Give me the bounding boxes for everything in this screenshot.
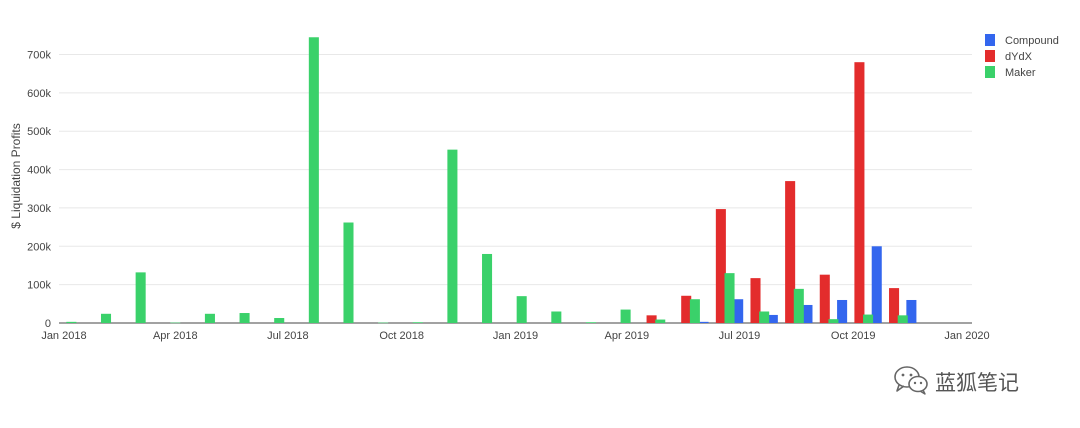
x-tick-label: Oct 2019 xyxy=(831,330,876,342)
watermark: 蓝狐笔记 xyxy=(893,364,1019,400)
bar-maker[interactable] xyxy=(412,322,423,323)
x-tick-label: Jan 2018 xyxy=(41,330,86,342)
bar-maker[interactable] xyxy=(66,321,77,323)
bar-compound[interactable] xyxy=(871,246,882,323)
y-axis-title: $ Liquidation Profits xyxy=(9,123,23,228)
y-tick-label: 700k xyxy=(27,50,51,62)
x-axis: Jan 2018 Apr 2018 Jul 2018 Oct 2018 Jan 2019… xyxy=(41,330,989,342)
y-tick-label: 100k xyxy=(27,280,51,292)
bar-maker[interactable] xyxy=(689,299,700,323)
bar-dydx[interactable] xyxy=(750,278,761,323)
bars xyxy=(66,37,917,324)
legend-label-dydx[interactable]: dYdX xyxy=(1005,51,1033,63)
y-axis: 0 100k 200k 300k 400k 500k 600k 700k xyxy=(27,50,51,330)
x-tick-label: Apr 2018 xyxy=(153,330,198,342)
wechat-icon xyxy=(893,365,929,400)
y-tick-label: 600k xyxy=(27,88,51,100)
bar-dydx[interactable] xyxy=(819,274,830,323)
x-tick-label: Jul 2018 xyxy=(267,330,309,342)
legend: Compound dYdX Maker xyxy=(985,34,1059,79)
watermark-text: 蓝狐笔记 xyxy=(935,371,1019,395)
bar-maker[interactable] xyxy=(759,311,770,323)
y-tick-label: 300k xyxy=(27,203,51,215)
legend-label-compound[interactable]: Compound xyxy=(1005,35,1059,47)
bar-maker[interactable] xyxy=(585,322,596,323)
bar-maker[interactable] xyxy=(551,311,562,323)
legend-label-maker[interactable]: Maker xyxy=(1005,67,1036,79)
y-tick-label: 500k xyxy=(27,126,51,138)
bar-dydx[interactable] xyxy=(681,295,692,323)
bar-compound[interactable] xyxy=(767,314,778,323)
legend-swatch-compound[interactable] xyxy=(985,34,995,46)
bar-maker[interactable] xyxy=(482,253,493,323)
bar-maker[interactable] xyxy=(274,318,285,323)
y-tick-label: 200k xyxy=(27,241,51,253)
bar-compound[interactable] xyxy=(837,299,848,323)
bar-maker[interactable] xyxy=(170,322,181,324)
bar-compound[interactable] xyxy=(802,304,813,323)
bar-maker[interactable] xyxy=(135,272,146,323)
x-tick-label: Jan 2020 xyxy=(944,330,989,342)
bar-maker[interactable] xyxy=(863,314,874,323)
bar-dydx[interactable] xyxy=(646,315,657,323)
bar-maker[interactable] xyxy=(447,149,458,323)
legend-swatch-maker[interactable] xyxy=(985,66,995,78)
bar-maker[interactable] xyxy=(655,319,666,323)
bar-maker[interactable] xyxy=(516,296,527,323)
bar-maker[interactable] xyxy=(343,222,354,323)
bar-compound[interactable] xyxy=(906,299,917,323)
bar-maker[interactable] xyxy=(239,313,250,323)
bar-maker[interactable] xyxy=(828,319,839,323)
bar-maker[interactable] xyxy=(378,322,389,324)
bar-dydx[interactable] xyxy=(785,181,796,323)
gridlines xyxy=(59,54,972,324)
bar-maker[interactable] xyxy=(897,315,908,323)
bar-maker[interactable] xyxy=(100,313,112,323)
bar-maker[interactable] xyxy=(308,37,319,324)
bar-maker[interactable] xyxy=(793,288,804,323)
bar-maker[interactable] xyxy=(204,313,215,323)
bar-compound[interactable] xyxy=(733,299,744,323)
legend-swatch-dydx[interactable] xyxy=(985,50,995,62)
bar-maker[interactable] xyxy=(620,309,631,323)
bar-dydx[interactable] xyxy=(854,62,865,323)
x-tick-label: Apr 2019 xyxy=(605,330,650,342)
y-tick-label: 400k xyxy=(27,165,51,177)
bar-dydx[interactable] xyxy=(715,209,726,323)
x-tick-label: Jul 2019 xyxy=(719,330,761,342)
bar-dydx[interactable] xyxy=(889,288,900,323)
x-tick-label: Oct 2018 xyxy=(379,330,424,342)
x-tick-label: Jan 2019 xyxy=(493,330,538,342)
bar-compound[interactable] xyxy=(698,321,709,323)
bar-maker[interactable] xyxy=(724,273,735,323)
y-tick-label: 0 xyxy=(45,318,51,330)
